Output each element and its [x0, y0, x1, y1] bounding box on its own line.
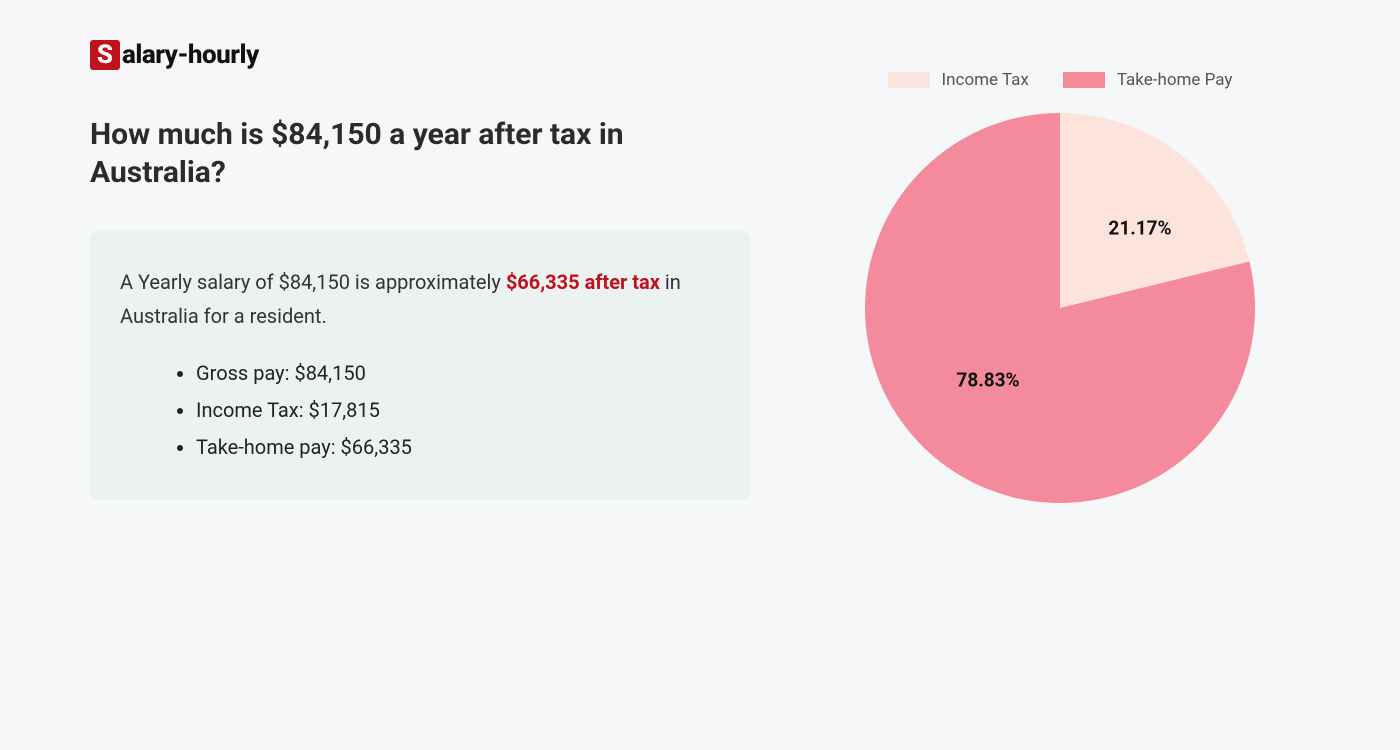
legend-swatch — [1063, 72, 1105, 88]
legend-label: Income Tax — [942, 70, 1029, 90]
fact-item: Income Tax: $17,815 — [196, 392, 720, 429]
fact-item: Gross pay: $84,150 — [196, 355, 720, 392]
fact-item: Take-home pay: $66,335 — [196, 429, 720, 466]
pie-slice-label: 21.17% — [1108, 217, 1171, 240]
summary-card: A Yearly salary of $84,150 is approximat… — [90, 231, 750, 500]
facts-list: Gross pay: $84,150 Income Tax: $17,815 T… — [120, 355, 720, 466]
legend-swatch — [888, 72, 930, 88]
page-headline: How much is $84,150 a year after tax in … — [90, 116, 690, 191]
summary-prefix: A Yearly salary of $84,150 is approximat… — [120, 270, 506, 294]
pie-svg — [860, 108, 1260, 508]
legend-label: Take-home Pay — [1117, 70, 1233, 90]
legend-item-take-home: Take-home Pay — [1063, 70, 1233, 90]
chart-legend: Income Tax Take-home Pay — [888, 70, 1233, 90]
pie-chart: 21.17% 78.83% — [860, 108, 1260, 508]
pie-slice-label: 78.83% — [956, 369, 1019, 392]
legend-item-income-tax: Income Tax — [888, 70, 1029, 90]
logo-mark: S — [90, 40, 120, 70]
summary-highlight: $66,335 after tax — [506, 270, 660, 294]
summary-text: A Yearly salary of $84,150 is approximat… — [120, 265, 720, 333]
logo-text: alary-hourly — [122, 40, 259, 70]
site-logo: Salary-hourly — [90, 40, 750, 70]
